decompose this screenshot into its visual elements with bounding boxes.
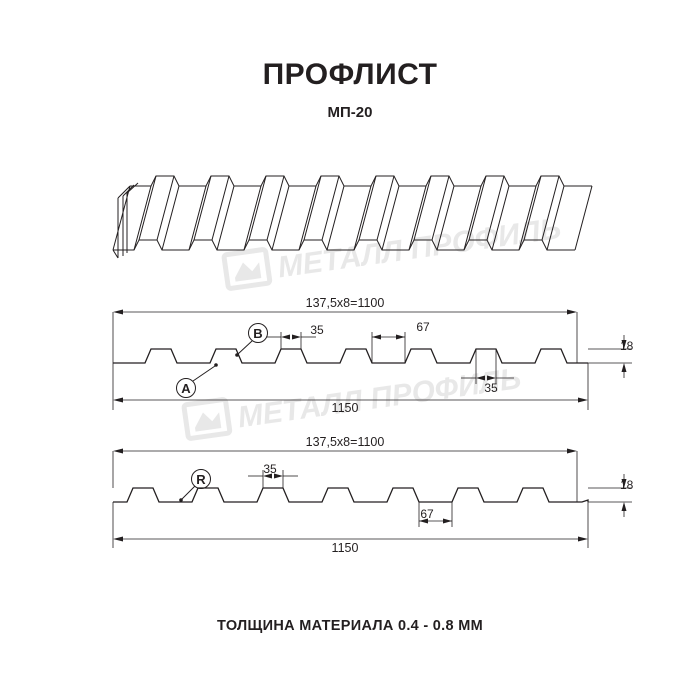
callout-a-circle — [176, 378, 196, 398]
profile-bottom-drawing — [112, 448, 632, 548]
label-bottom-35: 35 — [263, 462, 277, 476]
profile-top-drawing — [112, 309, 632, 410]
callout-r-leader — [181, 485, 196, 500]
label-callout-b: B — [253, 326, 262, 341]
label-bottom-18: 18 — [620, 478, 634, 492]
label-top-18: 18 — [620, 339, 634, 353]
label-bottom-67: 67 — [420, 507, 434, 521]
callout-b-circle — [248, 323, 268, 343]
label-callout-r: R — [196, 472, 206, 487]
profile-top-section — [113, 348, 588, 364]
label-top-35-left: 35 — [310, 323, 324, 337]
callout-b-leader — [237, 340, 253, 355]
label-top-35-right: 35 — [484, 381, 498, 395]
isometric-sheet — [112, 175, 593, 259]
label-bottom-1100: 137,5х8=1100 — [306, 435, 385, 449]
label-callout-a: A — [181, 381, 191, 396]
label-top-1100: 137,5х8=1100 — [306, 296, 385, 310]
label-top-67: 67 — [416, 320, 430, 334]
profile-bottom-section — [113, 487, 589, 503]
callout-a-leader — [192, 365, 216, 382]
label-bottom-1150: 1150 — [332, 541, 359, 555]
label-top-1150: 1150 — [332, 401, 359, 415]
page-subtitle: МП-20 — [327, 104, 373, 121]
material-thickness-note: ТОЛЩИНА МАТЕРИАЛА 0.4 - 0.8 ММ — [217, 618, 483, 634]
page-title: ПРОФЛИСТ — [262, 58, 438, 91]
callout-r-circle — [191, 469, 211, 489]
